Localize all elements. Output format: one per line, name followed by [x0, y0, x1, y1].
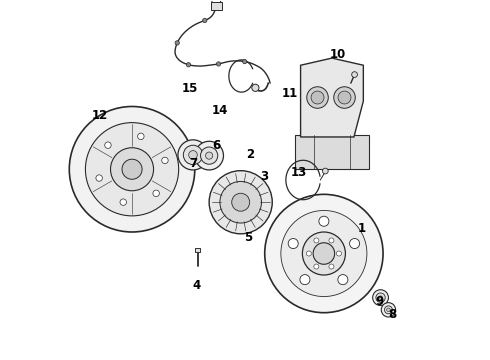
Ellipse shape — [307, 87, 328, 108]
Ellipse shape — [162, 157, 168, 164]
Ellipse shape — [120, 199, 126, 205]
Text: 6: 6 — [212, 139, 220, 152]
Ellipse shape — [189, 150, 197, 159]
Text: 10: 10 — [330, 48, 346, 61]
Ellipse shape — [311, 91, 324, 104]
Ellipse shape — [381, 303, 395, 317]
Ellipse shape — [376, 293, 385, 302]
Ellipse shape — [175, 41, 179, 45]
Ellipse shape — [203, 18, 207, 23]
Ellipse shape — [153, 190, 159, 197]
Ellipse shape — [329, 264, 334, 269]
Ellipse shape — [385, 306, 392, 314]
Text: 14: 14 — [212, 104, 228, 117]
Ellipse shape — [300, 275, 310, 285]
Ellipse shape — [252, 84, 259, 91]
Text: 5: 5 — [245, 231, 253, 244]
Ellipse shape — [183, 145, 203, 165]
Bar — [195, 248, 200, 252]
Ellipse shape — [96, 175, 102, 181]
Ellipse shape — [138, 133, 144, 140]
Ellipse shape — [85, 123, 179, 216]
Text: 9: 9 — [375, 296, 384, 309]
Text: 13: 13 — [291, 166, 307, 179]
Text: 11: 11 — [282, 87, 298, 100]
Ellipse shape — [313, 243, 335, 264]
Ellipse shape — [334, 87, 355, 108]
Ellipse shape — [338, 275, 348, 285]
Ellipse shape — [232, 193, 250, 211]
Ellipse shape — [243, 59, 247, 64]
Ellipse shape — [314, 238, 319, 243]
Ellipse shape — [322, 168, 328, 174]
Ellipse shape — [209, 171, 272, 234]
Ellipse shape — [217, 62, 221, 66]
Ellipse shape — [319, 216, 329, 226]
Text: 8: 8 — [388, 308, 396, 321]
Ellipse shape — [111, 148, 153, 191]
Polygon shape — [211, 2, 222, 10]
Ellipse shape — [178, 140, 208, 170]
Bar — [295, 135, 368, 169]
Ellipse shape — [314, 264, 319, 269]
Text: 15: 15 — [181, 82, 197, 95]
Ellipse shape — [220, 181, 262, 223]
Bar — [195, 248, 200, 252]
Ellipse shape — [122, 159, 142, 179]
Text: 7: 7 — [189, 157, 197, 170]
Ellipse shape — [105, 142, 111, 148]
Ellipse shape — [338, 91, 351, 104]
Ellipse shape — [329, 238, 334, 243]
Ellipse shape — [200, 147, 218, 164]
Text: 12: 12 — [92, 109, 108, 122]
Ellipse shape — [349, 239, 360, 248]
Text: 4: 4 — [193, 279, 201, 292]
Ellipse shape — [69, 107, 195, 232]
Ellipse shape — [387, 308, 390, 312]
Text: 2: 2 — [246, 148, 254, 161]
Ellipse shape — [288, 239, 298, 248]
Ellipse shape — [306, 251, 311, 256]
Text: 3: 3 — [261, 170, 269, 183]
Ellipse shape — [186, 63, 191, 67]
Ellipse shape — [205, 152, 213, 159]
Text: 1: 1 — [358, 222, 366, 235]
Ellipse shape — [265, 194, 383, 313]
Ellipse shape — [302, 232, 345, 275]
Polygon shape — [300, 58, 364, 137]
Ellipse shape — [195, 141, 223, 170]
Ellipse shape — [352, 72, 357, 77]
Ellipse shape — [337, 251, 342, 256]
Ellipse shape — [281, 211, 367, 297]
Ellipse shape — [379, 296, 382, 300]
Ellipse shape — [373, 290, 389, 306]
